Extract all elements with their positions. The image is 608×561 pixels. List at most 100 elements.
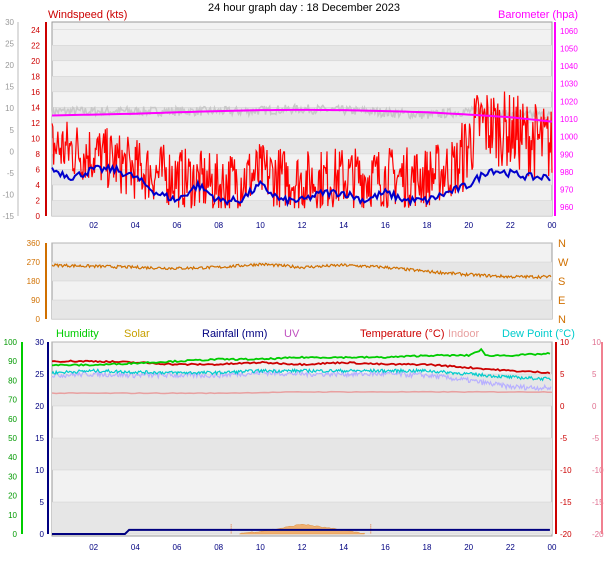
- windspeed-tick-label: 6: [36, 165, 41, 174]
- temperature-tick-label: -15: [560, 498, 572, 507]
- outer-tick-label: -10: [2, 190, 14, 199]
- grid-band: [52, 76, 552, 92]
- winddir-tick-label: 90: [31, 296, 40, 305]
- barometer-tick-label: 1050: [560, 44, 578, 53]
- humidity-tick-label: 60: [8, 415, 17, 424]
- series-windspeed: [51, 91, 553, 209]
- series-rainfall: [52, 528, 550, 535]
- x-tick-label: 02: [89, 221, 98, 230]
- barometer-axis-label: Barometer (hpa): [498, 9, 578, 21]
- indoor-tick-label: 10: [592, 338, 601, 347]
- temperature-tick-label: 10: [560, 338, 569, 347]
- humidity-tick-label: 30: [8, 472, 17, 481]
- compass-label: N: [558, 238, 566, 250]
- grid-band: [52, 45, 552, 61]
- indoor-tick-label: 5: [592, 370, 597, 379]
- windspeed-tick-label: 12: [31, 119, 40, 128]
- temperature-tick-label: 0: [560, 402, 565, 411]
- x-tick-label: 02: [89, 543, 98, 552]
- outer-tick-label: 30: [5, 18, 14, 27]
- indoor-tick-label: -5: [592, 434, 600, 443]
- x-tick-label: 06: [173, 221, 182, 230]
- barometer-tick-label: 1020: [560, 97, 578, 106]
- winddir-tick-label: 270: [27, 258, 41, 267]
- x-tick-label: 06: [173, 543, 182, 552]
- legend-item: UV: [284, 328, 300, 340]
- x-tick-label: 22: [506, 221, 515, 230]
- indoor-tick-label: -10: [592, 466, 604, 475]
- outer-tick-label: -5: [7, 169, 15, 178]
- windspeed-tick-label: 14: [31, 103, 40, 112]
- humidity-tick-label: 90: [8, 357, 17, 366]
- rainfall-tick-label: 25: [35, 370, 44, 379]
- humidity-tick-label: 0: [13, 530, 18, 539]
- indoor-tick-label: -20: [592, 530, 604, 539]
- windspeed-tick-label: 0: [36, 212, 41, 221]
- legend-item: Temperature (°C): [360, 328, 444, 340]
- windspeed-tick-label: 4: [36, 181, 41, 190]
- legend-item: Rainfall (mm): [202, 328, 267, 340]
- indoor-tick-label: -15: [592, 498, 604, 507]
- legend-item: Humidity: [56, 328, 99, 340]
- barometer-tick-label: 1040: [560, 62, 578, 71]
- series-humidity: [51, 347, 551, 367]
- compass-label: W: [558, 257, 569, 269]
- series-dewpoint: [51, 367, 552, 382]
- x-tick-label: 16: [381, 221, 390, 230]
- legend-item: Solar: [124, 328, 150, 340]
- windspeed-tick-label: 24: [31, 26, 40, 35]
- compass-label: E: [558, 295, 565, 307]
- humidity-tick-label: 50: [8, 434, 17, 443]
- compass-label: N: [558, 314, 566, 326]
- legend-item: Dew Point (°C): [502, 328, 575, 340]
- x-tick-label: 08: [214, 543, 223, 552]
- rainfall-tick-label: 5: [40, 498, 45, 507]
- x-tick-label: 18: [423, 221, 432, 230]
- outer-tick-label: 20: [5, 61, 14, 70]
- x-tick-label: 00: [548, 221, 557, 230]
- barometer-tick-label: 1030: [560, 80, 578, 89]
- x-tick-label: 20: [464, 543, 473, 552]
- temperature-tick-label: -20: [560, 530, 572, 539]
- outer-tick-label: 15: [5, 83, 14, 92]
- barometer-tick-label: 970: [560, 186, 574, 195]
- grid-band: [52, 138, 552, 154]
- x-tick-label: 18: [423, 543, 432, 552]
- outer-tick-label: 0: [10, 147, 15, 156]
- rainfall-tick-label: 10: [35, 466, 44, 475]
- legend-item: Indoor: [448, 328, 480, 340]
- humidity-tick-label: 40: [8, 453, 17, 462]
- humidity-tick-label: 10: [8, 511, 17, 520]
- wind-baro-panel: Windspeed (kts) Barometer (hpa) 02468101…: [2, 9, 578, 230]
- rainfall-tick-label: 15: [35, 434, 44, 443]
- outer-tick-label: 25: [5, 40, 14, 49]
- x-tick-label: 16: [381, 543, 390, 552]
- x-tick-label: 00: [548, 543, 557, 552]
- x-tick-label: 12: [298, 543, 307, 552]
- temperature-tick-label: -5: [560, 434, 568, 443]
- temperature-panel: Humidity Solar Rainfall (mm) UV Temperature …: [4, 328, 604, 552]
- x-tick-label: 04: [131, 543, 140, 552]
- windspeed-tick-label: 22: [31, 41, 40, 50]
- x-tick-label: 04: [131, 221, 140, 230]
- winddir-tick-label: 180: [27, 277, 41, 286]
- winddir-tick-label: 360: [27, 239, 41, 248]
- barometer-tick-label: 1060: [560, 27, 578, 36]
- rainfall-tick-label: 30: [35, 338, 44, 347]
- outer-tick-label: -15: [2, 212, 14, 221]
- barometer-tick-label: 990: [560, 150, 574, 159]
- x-tick-label: 14: [339, 221, 348, 230]
- x-tick-label: 10: [256, 221, 265, 230]
- x-tick-label: 12: [298, 221, 307, 230]
- x-tick-label: 14: [339, 543, 348, 552]
- winddir-tick-label: 0: [36, 315, 41, 324]
- humidity-tick-label: 100: [4, 338, 18, 347]
- grid-band: [52, 438, 552, 470]
- windspeed-tick-label: 2: [36, 196, 41, 205]
- barometer-tick-label: 980: [560, 168, 574, 177]
- x-tick-label: 20: [464, 221, 473, 230]
- humidity-tick-label: 20: [8, 492, 17, 501]
- barometer-tick-label: 1000: [560, 133, 578, 142]
